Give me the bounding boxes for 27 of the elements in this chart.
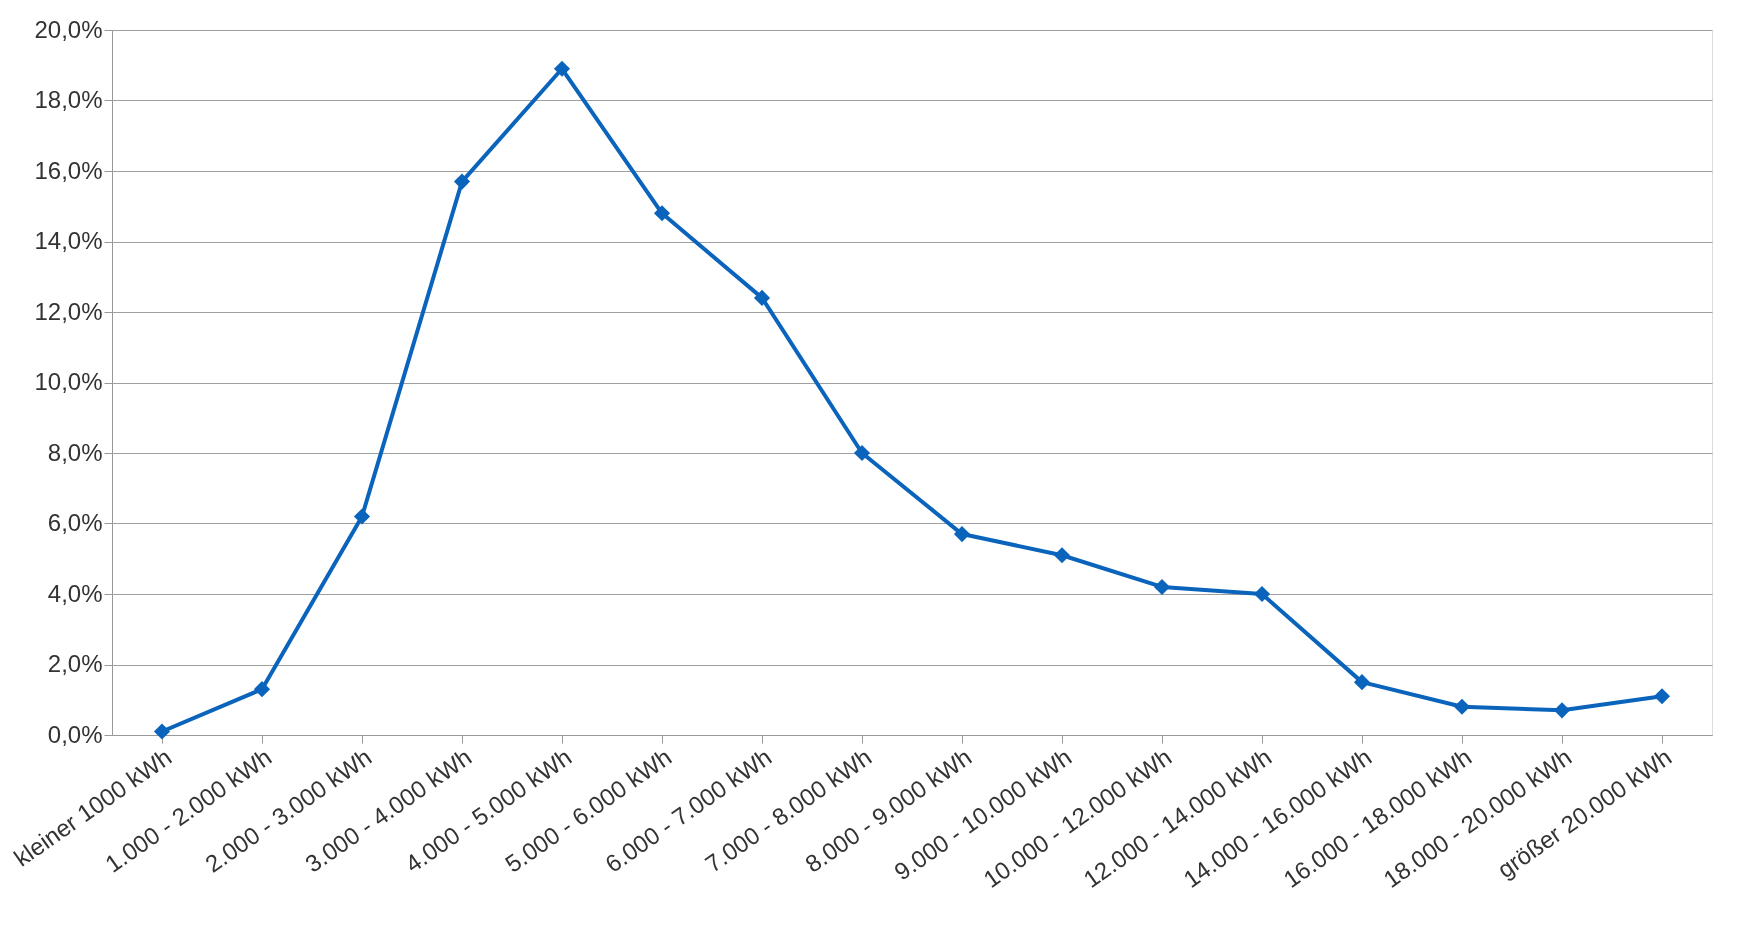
- y-tick-label: 8,0%: [47, 438, 103, 466]
- point: [1353, 674, 1371, 691]
- point: [653, 205, 671, 222]
- point: [453, 173, 471, 190]
- point: [553, 60, 571, 77]
- point: [353, 508, 371, 525]
- y-tick-label: 18,0%: [34, 86, 103, 113]
- y-tick-label: 4,0%: [47, 579, 103, 607]
- y-tick-label: 12,0%: [34, 297, 103, 325]
- y-tick-label: 10,0%: [34, 368, 103, 395]
- y-tick-label: 6,0%: [47, 509, 103, 536]
- y-tick-label: 14,0%: [34, 227, 103, 254]
- point: [1553, 702, 1571, 719]
- point: [753, 289, 771, 306]
- point: [953, 526, 971, 543]
- point: [253, 681, 271, 698]
- y-tick-label: 0,0%: [47, 720, 103, 748]
- point: [1053, 547, 1071, 564]
- point: [153, 723, 171, 740]
- point: [1153, 578, 1171, 596]
- y-tick-label: 20,0%: [34, 15, 103, 43]
- point: [853, 444, 871, 462]
- y-tick-label: 16,0%: [34, 156, 103, 184]
- y-tick-label: 2,0%: [47, 650, 103, 677]
- point: [1653, 688, 1671, 705]
- point: [1253, 585, 1271, 603]
- point: [1453, 698, 1471, 715]
